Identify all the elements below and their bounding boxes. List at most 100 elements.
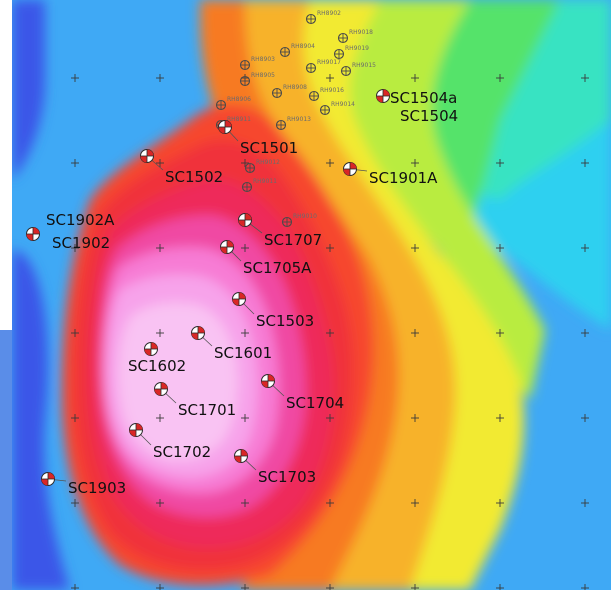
cross-icon (71, 329, 79, 337)
well-sc1601: SC1601 (191, 326, 272, 362)
rh-label: RH9014 (331, 101, 355, 108)
cross-icon (156, 244, 164, 252)
cross-icon (581, 414, 589, 422)
rh-point: RH9010 (281, 213, 317, 228)
cross-icon (496, 74, 504, 82)
well-label: SC1704 (286, 394, 344, 412)
well-label: SC1707 (264, 231, 322, 249)
rh-point: RH8905 (239, 72, 275, 87)
well-sc1701: SC1701 (154, 382, 236, 419)
grid-target-icon (241, 181, 253, 193)
rh-label: RH9017 (317, 59, 341, 66)
cross-icon (156, 74, 164, 82)
drill-hole-icon (26, 227, 40, 241)
cross-icon (156, 584, 164, 590)
cross-icon (241, 159, 249, 167)
well-sc1702: SC1702 (129, 423, 211, 461)
grid-target-icon (275, 119, 287, 131)
well-sc1502: SC1502 (140, 149, 223, 186)
cross-icon (326, 244, 334, 252)
grid-target-icon (319, 104, 331, 116)
drill-hole-icon (234, 449, 248, 463)
well-sc1902a: SC1902A (26, 211, 115, 241)
cross-icon (241, 329, 249, 337)
grid-target-icon (239, 59, 251, 71)
well-sc1705a: SC1705A (220, 240, 312, 277)
well-sc1901a: SC1901A (343, 162, 438, 187)
rh-point: RH8904 (279, 43, 315, 58)
rh-point: RH9017 (305, 59, 341, 74)
cross-icon (411, 414, 419, 422)
rh-label: RH8908 (283, 84, 307, 91)
drill-hole-icon (218, 120, 232, 134)
grid-target-icon (308, 90, 320, 102)
well-label: SC1602 (128, 357, 186, 375)
rh-point: RH8906 (215, 96, 251, 111)
cross-icon (71, 499, 79, 507)
rh-label: RH9019 (345, 45, 369, 52)
cross-icon (411, 74, 419, 82)
rh-label: RH9011 (253, 178, 277, 185)
well-sc1707: SC1707 (238, 213, 322, 249)
drill-hole-icon (144, 342, 158, 356)
grid-target-icon (305, 62, 317, 74)
well-sc1504a: SC1504a (376, 89, 457, 107)
rh-point: RH8903 (239, 56, 275, 71)
grid-crosses (71, 74, 589, 590)
cross-icon (156, 414, 164, 422)
well-label: SC1502 (165, 168, 223, 186)
well-label: SC1701 (178, 401, 236, 419)
well-label: SC1901A (369, 169, 438, 187)
cross-icon (496, 584, 504, 590)
grid-target-icon (215, 99, 227, 111)
left-frame-band (0, 330, 14, 590)
well-label: SC1902 (52, 234, 110, 252)
cross-icon (581, 159, 589, 167)
well-sc1903: SC1903 (41, 472, 126, 497)
cross-icon (326, 74, 334, 82)
contour-band-deep-blue (12, 0, 70, 590)
rh-label: RH9010 (293, 213, 317, 220)
rh-label: RH9013 (287, 116, 311, 123)
cross-icon (411, 329, 419, 337)
grid-target-icon (271, 87, 283, 99)
well-label: SC1902A (46, 211, 115, 229)
rh-point: RH8908 (271, 84, 307, 99)
well-label: SC1601 (214, 344, 272, 362)
cross-icon (241, 499, 249, 507)
cross-icon (496, 329, 504, 337)
grid-target-icon (305, 13, 317, 25)
rh-label: RH8904 (291, 43, 315, 50)
rh-label: RH8906 (227, 96, 251, 103)
grid-target-icon (340, 65, 352, 77)
cross-icon (326, 414, 334, 422)
cross-icon (411, 499, 419, 507)
drill-hole-icon (238, 213, 252, 227)
well-sc1703: SC1703 (234, 449, 316, 486)
drill-hole-icon (232, 292, 246, 306)
grid-target-icon (239, 75, 251, 87)
well-label: SC1501 (240, 139, 298, 157)
cross-icon (581, 584, 589, 590)
rh-label: RH9016 (320, 87, 344, 94)
drill-hole-icon (129, 423, 143, 437)
cross-icon (326, 584, 334, 590)
grid-target-icon (281, 216, 293, 228)
cross-icon (496, 499, 504, 507)
well-label: SC1504a (390, 89, 457, 107)
well-sc1503: SC1503 (232, 292, 314, 330)
cross-icon (71, 244, 79, 252)
cross-icon (71, 74, 79, 82)
cross-icon (241, 414, 249, 422)
grid-target-icon (279, 46, 291, 58)
cross-icon (411, 159, 419, 167)
cross-icon (156, 329, 164, 337)
rh-label: RH9018 (349, 29, 373, 36)
rh-point: RH9016 (308, 87, 344, 102)
cross-icon (581, 329, 589, 337)
grid-target-icon (333, 48, 345, 60)
drill-hole-icon (154, 382, 168, 396)
cross-icon (156, 159, 164, 167)
